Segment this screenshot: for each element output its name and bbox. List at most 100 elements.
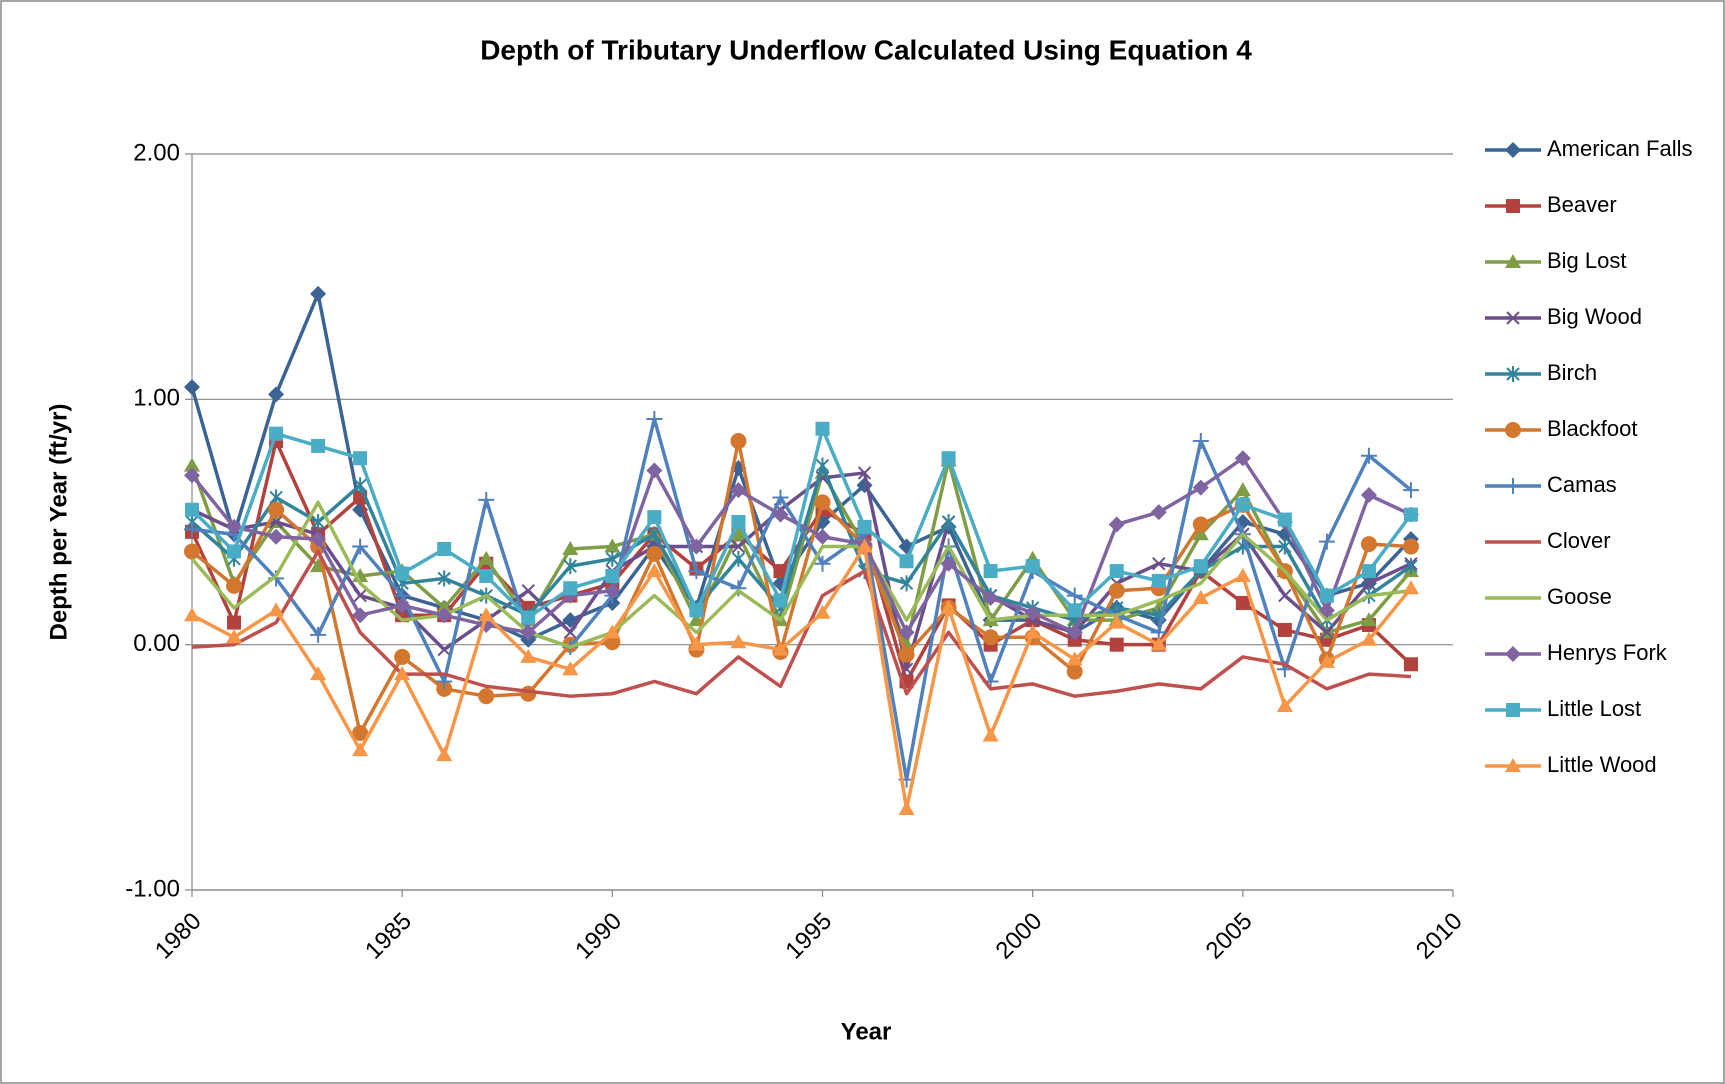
marker	[688, 563, 705, 580]
legend-label: Birch	[1547, 360, 1597, 385]
series-line	[191, 417, 1413, 782]
series-line	[191, 549, 1412, 698]
legend-item: Big Wood	[1485, 304, 1642, 329]
marker	[436, 673, 453, 690]
marker	[184, 467, 200, 484]
marker	[982, 727, 999, 742]
marker	[352, 538, 369, 555]
marker	[226, 518, 243, 535]
legend-label: Clover	[1547, 528, 1611, 553]
marker	[772, 506, 789, 523]
marker	[982, 629, 999, 646]
marker	[688, 636, 705, 651]
marker	[1318, 653, 1335, 668]
legend-item: American Falls	[1485, 136, 1692, 161]
legend-label: Big Lost	[1547, 248, 1627, 273]
marker	[1152, 556, 1166, 571]
marker	[310, 626, 327, 643]
marker	[857, 519, 872, 534]
marker	[310, 285, 327, 302]
y-tick-label: -1.00	[125, 875, 180, 902]
marker	[1360, 487, 1377, 504]
marker	[1404, 558, 1418, 575]
marker	[1192, 516, 1209, 533]
marker	[478, 607, 495, 622]
marker	[1318, 602, 1335, 619]
marker	[731, 550, 746, 567]
marker	[394, 648, 411, 665]
marker	[1505, 478, 1521, 494]
marker	[1360, 612, 1377, 627]
marker	[478, 491, 495, 508]
marker	[520, 624, 537, 641]
marker	[1150, 636, 1167, 651]
marker	[1192, 479, 1209, 496]
marker	[730, 634, 747, 649]
legend-item: Blackfoot	[1485, 416, 1638, 441]
marker	[815, 421, 830, 436]
marker	[899, 554, 914, 569]
marker	[1362, 576, 1376, 591]
chart-title: Depth of Tributary Underflow Calculated …	[480, 34, 1252, 65]
marker	[1108, 614, 1125, 629]
marker	[730, 580, 747, 597]
marker	[184, 521, 200, 538]
marker	[394, 666, 411, 681]
legend-label: Goose	[1547, 584, 1612, 609]
marker	[605, 568, 620, 583]
legend-item: Little Wood	[1485, 752, 1657, 777]
marker	[1402, 482, 1419, 499]
marker	[352, 742, 369, 757]
legend-label: American Falls	[1547, 136, 1692, 161]
marker	[1506, 311, 1520, 325]
marker	[814, 604, 831, 619]
marker	[898, 624, 915, 641]
marker	[227, 615, 242, 630]
marker	[1320, 625, 1334, 640]
marker	[1150, 504, 1167, 521]
marker	[562, 661, 579, 676]
marker	[1360, 536, 1377, 553]
marker	[1278, 538, 1292, 555]
marker	[646, 410, 663, 427]
marker	[605, 550, 620, 567]
marker	[1193, 559, 1208, 574]
legend-item: Henrys Fork	[1485, 640, 1668, 665]
marker	[1067, 603, 1082, 618]
legend-item: Beaver	[1485, 192, 1617, 217]
marker	[478, 550, 495, 565]
marker	[184, 457, 200, 472]
series-line	[190, 500, 1412, 649]
marker	[1505, 422, 1521, 438]
marker	[184, 543, 200, 560]
marker	[436, 607, 453, 624]
y-tick-label: 0.00	[133, 630, 180, 657]
marker	[311, 438, 326, 453]
marker	[521, 610, 536, 625]
marker	[982, 590, 999, 607]
marker	[1361, 564, 1376, 579]
marker	[1109, 637, 1124, 652]
marker	[1403, 657, 1418, 672]
marker	[1235, 595, 1250, 610]
marker	[226, 577, 243, 594]
marker	[856, 538, 873, 553]
marker	[479, 568, 494, 583]
marker	[563, 625, 578, 640]
x-axis-title: Year	[841, 1018, 892, 1045]
marker	[269, 426, 284, 441]
marker	[647, 510, 662, 525]
marker	[184, 379, 200, 396]
marker	[478, 688, 495, 705]
marker	[1234, 450, 1251, 467]
marker	[353, 451, 368, 466]
marker	[941, 451, 956, 466]
marker	[352, 724, 369, 741]
marker	[1319, 588, 1334, 603]
marker	[646, 545, 663, 562]
marker	[521, 583, 535, 598]
marker	[563, 558, 578, 575]
legend-label: Little Wood	[1547, 752, 1657, 777]
marker	[731, 539, 746, 554]
marker	[563, 581, 578, 596]
